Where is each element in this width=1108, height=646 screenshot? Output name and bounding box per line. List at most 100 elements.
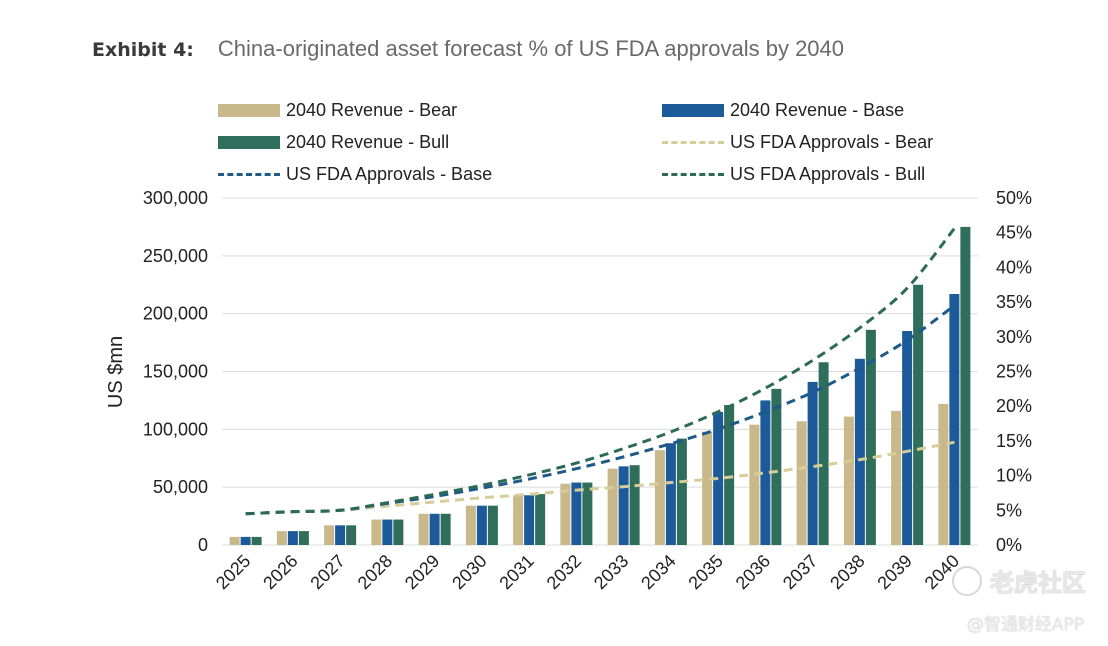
legend-bar-swatch	[662, 104, 724, 117]
legend-dash-swatch	[662, 141, 724, 144]
bar	[476, 505, 487, 545]
legend-label: 2040 Revenue - Bull	[286, 132, 450, 152]
y2-tick-label: 50%	[996, 188, 1032, 208]
bar	[702, 431, 713, 545]
y2-tick-label: 15%	[996, 431, 1032, 451]
legend-label: 2040 Revenue - Bear	[286, 100, 458, 120]
y2-tick-label: 10%	[996, 466, 1032, 486]
bar-series	[229, 226, 971, 545]
x-tick-label: 2031	[495, 551, 537, 593]
bar	[760, 400, 771, 545]
y-tick-label: 250,000	[143, 246, 208, 266]
bar	[665, 443, 676, 545]
bar	[854, 358, 865, 545]
bar	[796, 421, 807, 545]
bar	[487, 505, 498, 545]
x-tick-label: 2035	[684, 551, 726, 593]
legend-item: US FDA Approvals - Base	[218, 164, 492, 185]
watermark-secondary: @智通财经APP	[966, 615, 1084, 635]
bar	[298, 531, 309, 545]
y-tick-label: 0	[198, 535, 208, 555]
y2-tick-label: 45%	[996, 223, 1032, 243]
y-axis-label: US $mn	[105, 336, 127, 408]
bar	[629, 465, 640, 545]
bar	[949, 294, 960, 545]
bar	[440, 513, 451, 545]
chart-title: China-originated asset forecast % of US …	[217, 36, 845, 61]
y2-tick-label: 20%	[996, 396, 1032, 416]
bar	[513, 495, 524, 545]
watermark-primary: 老虎社区	[990, 569, 1086, 597]
chart-header: Exhibit 4: China-originated asset foreca…	[92, 36, 844, 62]
y2-tick-label: 0%	[996, 535, 1022, 555]
legend-item: 2040 Revenue - Bull	[218, 132, 449, 153]
bar	[346, 525, 357, 545]
watermark-logo: 老虎社区	[952, 563, 1086, 598]
legend-item: 2040 Revenue - Base	[662, 100, 904, 121]
bar	[724, 405, 735, 545]
bar	[891, 410, 902, 545]
x-tick-label: 2030	[448, 551, 490, 593]
legend-item: 2040 Revenue - Bear	[218, 100, 457, 121]
bar	[287, 531, 298, 545]
legend-bar-swatch	[218, 136, 280, 149]
bar	[938, 403, 949, 545]
x-tick-label: 2032	[543, 551, 585, 593]
bar	[465, 505, 476, 545]
y-tick-label: 50,000	[153, 477, 208, 497]
y2-tick-label: 35%	[996, 292, 1032, 312]
y2-tick-label: 30%	[996, 327, 1032, 347]
x-axis: 2025 2026 2027 2028 2029 2030 2031 2032 2033 2034…	[212, 551, 963, 593]
bar	[618, 466, 629, 545]
x-tick-label: 2034	[637, 551, 679, 593]
bar	[865, 329, 876, 545]
line-series	[245, 227, 956, 516]
bar	[843, 416, 854, 545]
y2-tick-label: 25%	[996, 362, 1032, 382]
legend-label: 2040 Revenue - Base	[730, 100, 905, 120]
bar	[607, 468, 618, 545]
x-tick-label: 2038	[826, 551, 868, 593]
exhibit-label: Exhibit 4:	[92, 39, 194, 61]
legend-bar-swatch	[218, 104, 280, 117]
bar	[229, 536, 240, 545]
legend-item: US FDA Approvals - Bull	[662, 164, 925, 185]
x-tick-label: 2027	[306, 551, 348, 593]
x-tick-label: 2033	[590, 551, 632, 593]
bar	[902, 331, 913, 545]
bar	[960, 226, 971, 545]
bar	[335, 525, 346, 545]
watermark-ring-icon	[952, 565, 982, 596]
legend-label: US FDA Approvals - Base	[286, 164, 493, 184]
bar	[524, 495, 535, 545]
legend-dash-swatch	[218, 173, 280, 176]
legend-label: US FDA Approvals - Bull	[730, 164, 926, 184]
bar	[560, 483, 571, 545]
y2-tick-label: 5%	[996, 500, 1022, 520]
bar	[771, 388, 782, 545]
bar	[571, 482, 582, 545]
bar	[382, 519, 393, 545]
x-tick-label: 2039	[873, 551, 915, 593]
y-tick-label: 100,000	[143, 419, 208, 439]
legend-dash-swatch	[662, 173, 724, 176]
x-tick-label: 2036	[732, 551, 774, 593]
series-line	[245, 227, 956, 516]
bar	[429, 513, 440, 545]
legend-label: US FDA Approvals - Bear	[730, 132, 934, 152]
bar	[913, 284, 924, 545]
y-axis-right: 0% 5% 10% 15% 20% 25% 30% 35% 40% 45% 50%	[996, 188, 1032, 555]
y-tick-label: 150,000	[143, 362, 208, 382]
series-line	[245, 440, 955, 516]
bar	[393, 519, 404, 545]
x-tick-label: 2037	[779, 551, 821, 593]
y-axis-left: 0 50,000 100,000 150,000 200,000 250,000 300,0…	[143, 188, 208, 555]
bar	[240, 536, 251, 545]
bar	[676, 438, 687, 545]
bar	[276, 531, 287, 545]
bar	[535, 494, 546, 545]
x-tick-label: 2028	[354, 551, 396, 593]
bar	[654, 450, 665, 545]
y2-tick-label: 40%	[996, 257, 1032, 277]
